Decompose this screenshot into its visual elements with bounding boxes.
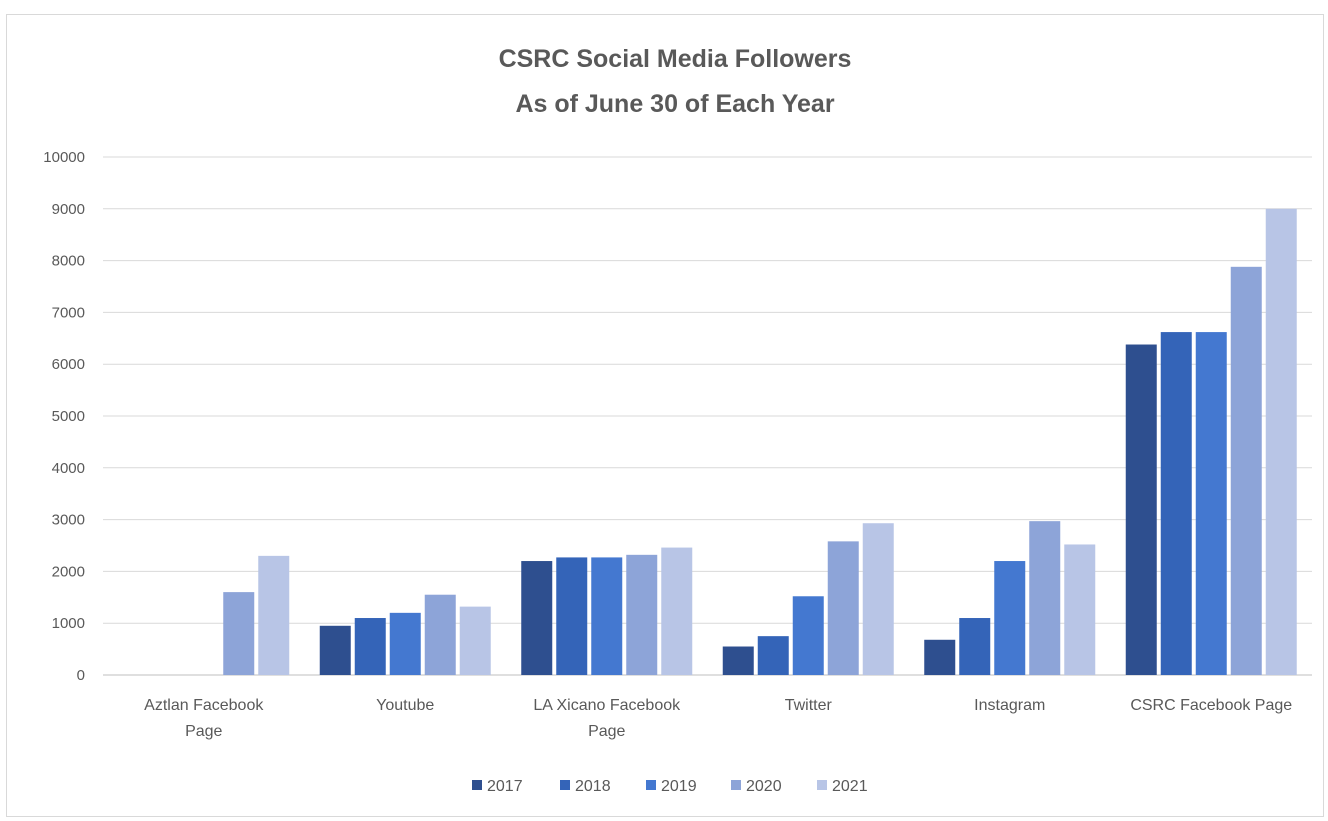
bar-2018 [1160,332,1192,675]
y-axis-ticks: 0 1000 2000 3000 4000 5000 6000 7000 8000 9000 100… [43,149,85,684]
legend-label-2020: 2020 [746,778,782,795]
bar-2017 [924,639,956,675]
y-tick-label: 3000 [52,512,85,529]
legend-label-2018: 2018 [575,778,611,795]
bar-2020 [223,592,255,675]
y-tick-label: 2000 [52,563,85,580]
x-axis-categories: Aztlan Facebook Page Youtube LA Xicano Face… [144,697,1292,740]
bar-2021 [862,523,894,675]
y-tick-label: 6000 [52,356,85,373]
bar-2019 [591,557,623,675]
x-category-label: Instagram [974,697,1045,714]
legend-swatch-2020 [731,780,741,790]
bar-2020 [424,594,456,675]
x-category-label: Page [588,723,625,740]
bar-2020 [1029,521,1061,675]
bar-2021 [1064,544,1096,675]
bar-2017 [722,646,754,675]
x-category-label: Twitter [785,697,833,714]
legend: 2017 2018 2019 2020 2021 [472,778,868,795]
legend-label-2017: 2017 [487,778,523,795]
y-tick-label: 5000 [52,408,85,425]
x-category-label: CSRC Facebook Page [1130,697,1292,714]
y-tick-label: 7000 [52,304,85,321]
bar-2019 [792,596,824,675]
legend-swatch-2019 [646,780,656,790]
chart-title-line-2: As of June 30 of Each Year [515,90,834,118]
legend-swatch-2017 [472,780,482,790]
bar-2018 [959,618,991,675]
bar-2021 [459,606,491,675]
y-tick-label: 8000 [52,253,85,270]
legend-swatch-2021 [817,780,827,790]
y-tick-label: 9000 [52,201,85,218]
bar-2017 [319,625,351,675]
bar-2019 [389,612,421,675]
legend-label-2019: 2019 [661,778,697,795]
bar-2017 [521,561,553,675]
y-tick-label: 0 [77,667,85,684]
bar-2021 [661,547,693,675]
bar-2019 [1195,332,1227,675]
x-category-label: Youtube [376,697,434,714]
y-tick-label: 1000 [52,615,85,632]
x-category-label: Page [185,723,222,740]
x-category-label: LA Xicano Facebook [533,697,681,714]
bar-2020 [626,554,658,675]
bar-2021 [258,555,290,675]
bar-2019 [994,561,1026,675]
bar-2021 [1265,208,1297,676]
y-tick-label: 4000 [52,460,85,477]
bar-2018 [354,618,386,675]
chart-title-line-1: CSRC Social Media Followers [499,45,852,73]
bar-2020 [827,541,859,675]
bar-2017 [1125,344,1157,675]
bar-2020 [1230,266,1262,675]
y-tick-label: 10000 [43,149,85,166]
gridlines [103,156,1312,676]
x-category-label: Aztlan Facebook [144,697,264,714]
bars [223,208,1297,676]
legend-swatch-2018 [560,780,570,790]
bar-2018 [556,557,588,675]
legend-label-2021: 2021 [832,778,868,795]
bar-2018 [757,636,789,675]
